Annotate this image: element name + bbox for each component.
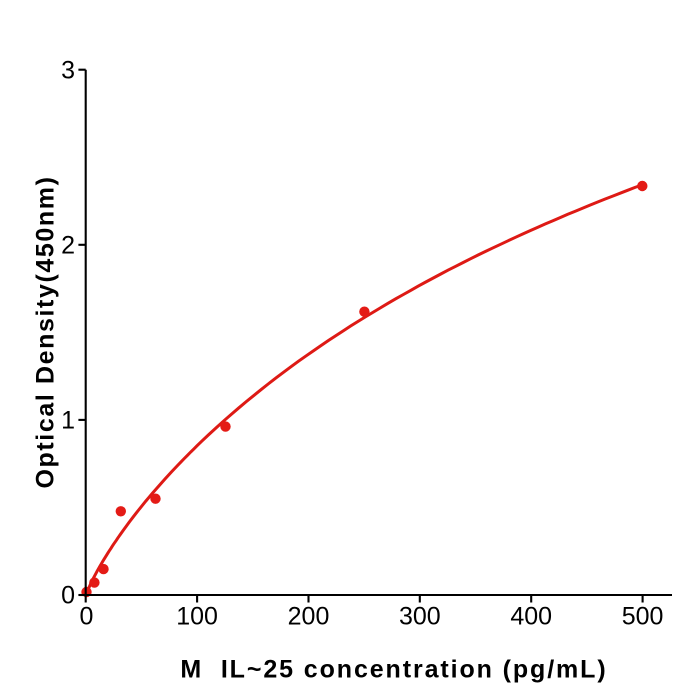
svg-text:100: 100	[176, 603, 218, 631]
svg-text:1: 1	[61, 407, 75, 435]
svg-text:3: 3	[61, 56, 75, 84]
svg-text:0: 0	[61, 582, 75, 610]
svg-text:Optical Density(450nm): Optical Density(450nm)	[32, 175, 60, 488]
svg-text:0: 0	[80, 603, 94, 631]
svg-text:M IL~25 concentration (pg/mL): M IL~25 concentration (pg/mL)	[180, 656, 607, 684]
svg-text:400: 400	[510, 603, 552, 631]
svg-text:300: 300	[399, 603, 441, 631]
svg-text:2: 2	[61, 232, 75, 260]
svg-text:500: 500	[622, 603, 664, 631]
svg-text:200: 200	[288, 603, 330, 631]
